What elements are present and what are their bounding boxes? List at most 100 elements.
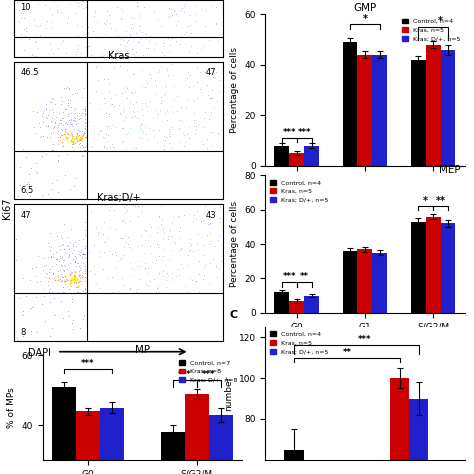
Text: 8: 8 xyxy=(20,328,26,337)
Point xyxy=(69,138,77,146)
Point xyxy=(155,252,163,260)
Point xyxy=(70,137,77,145)
Point xyxy=(48,118,56,126)
Point xyxy=(105,207,113,214)
Point xyxy=(215,77,222,84)
Point xyxy=(208,128,215,136)
Point xyxy=(159,235,166,242)
Point xyxy=(68,134,75,141)
Point xyxy=(183,261,191,268)
Point xyxy=(78,272,85,279)
Point xyxy=(181,142,188,149)
Point xyxy=(79,106,86,113)
Point xyxy=(102,109,109,117)
Point xyxy=(178,245,185,253)
Point xyxy=(53,176,61,184)
Point xyxy=(101,238,109,246)
Point xyxy=(85,248,93,256)
Point xyxy=(155,126,163,133)
Legend: Control, n=7, Kras, n=8, Kras; D/+, n=8: Control, n=7, Kras, n=8, Kras; D/+, n=8 xyxy=(177,359,238,384)
Point xyxy=(160,51,168,59)
Point xyxy=(82,273,89,281)
Point xyxy=(184,23,191,30)
Point xyxy=(153,41,160,48)
Point xyxy=(190,217,197,225)
Point xyxy=(121,219,129,226)
Point xyxy=(73,9,80,17)
Point xyxy=(129,107,137,115)
Point xyxy=(190,116,198,124)
Point xyxy=(59,240,67,248)
Point xyxy=(121,88,128,96)
Point xyxy=(73,0,80,5)
Point xyxy=(51,294,58,302)
Point xyxy=(104,131,111,138)
Point xyxy=(68,273,76,281)
Point xyxy=(71,125,78,133)
Point xyxy=(66,118,74,126)
Point xyxy=(64,241,72,249)
Point xyxy=(68,122,76,130)
Point xyxy=(76,264,84,271)
Point xyxy=(73,120,80,128)
Point xyxy=(211,242,219,249)
Point xyxy=(80,5,88,12)
Point xyxy=(80,129,87,137)
Point xyxy=(69,249,76,257)
Point xyxy=(117,63,124,70)
Point xyxy=(72,135,80,142)
Point xyxy=(208,237,215,245)
Point xyxy=(146,97,154,104)
Point xyxy=(112,264,119,271)
Point xyxy=(30,123,38,131)
Point xyxy=(200,275,207,283)
Point xyxy=(138,202,146,210)
Point xyxy=(175,234,183,242)
Point xyxy=(75,251,83,258)
Point xyxy=(55,44,62,52)
Point xyxy=(169,108,177,116)
Point xyxy=(162,81,169,89)
Text: 43: 43 xyxy=(206,210,217,219)
Point xyxy=(31,129,39,137)
Point xyxy=(78,254,86,262)
Point xyxy=(57,298,64,305)
Point xyxy=(161,137,169,144)
Point xyxy=(183,130,191,138)
Text: ***: *** xyxy=(202,370,216,379)
Point xyxy=(76,140,83,147)
Point xyxy=(195,257,203,264)
Point xyxy=(19,307,27,315)
Point xyxy=(71,275,78,283)
Point xyxy=(98,52,105,60)
Point xyxy=(123,66,130,74)
Point xyxy=(154,110,162,118)
Point xyxy=(165,139,173,147)
Point xyxy=(68,295,76,303)
Point xyxy=(197,217,204,225)
Point xyxy=(41,262,48,270)
Point xyxy=(65,110,73,118)
Point xyxy=(169,232,176,239)
Point xyxy=(129,24,137,31)
Point xyxy=(181,81,189,89)
Point xyxy=(82,111,89,119)
Point xyxy=(82,226,89,234)
Point xyxy=(157,62,164,70)
Point xyxy=(194,246,202,254)
Point xyxy=(22,292,30,300)
Point xyxy=(87,268,94,275)
Point xyxy=(38,112,46,119)
Point xyxy=(71,135,78,142)
Point xyxy=(155,67,163,74)
Point xyxy=(141,83,149,91)
Point xyxy=(201,264,208,272)
Point xyxy=(77,0,84,8)
Point xyxy=(193,33,201,41)
Point xyxy=(161,132,168,140)
Point xyxy=(85,286,93,293)
Point xyxy=(101,99,109,107)
Point xyxy=(102,18,110,26)
Point xyxy=(51,276,59,284)
Point xyxy=(182,103,190,110)
